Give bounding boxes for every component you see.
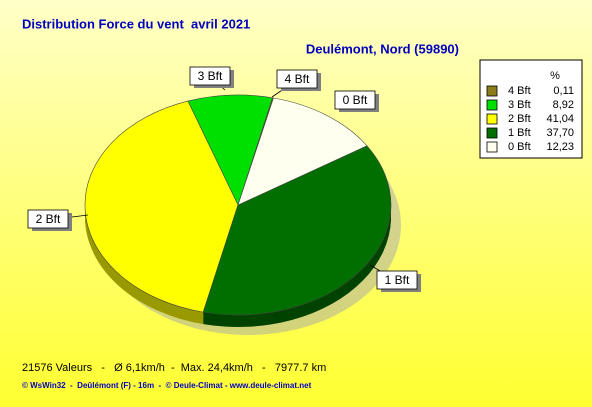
legend-swatch	[486, 85, 498, 97]
legend-value: 0,11	[553, 85, 574, 97]
label-box	[276, 69, 318, 89]
legend-label: 4 Bft	[508, 85, 531, 97]
slice-label: 1 Bft	[385, 273, 410, 287]
slice-label: 4 Bft	[285, 72, 310, 86]
legend-label: 1 Bft	[508, 127, 531, 139]
legend-header: %	[550, 70, 560, 82]
legend-swatch	[486, 113, 498, 125]
legend-label: 2 Bft	[508, 113, 531, 125]
legend-swatch	[486, 127, 498, 139]
legend-value: 37,70	[546, 127, 574, 139]
legend-label: 0 Bft	[508, 141, 531, 153]
legend-swatch	[486, 99, 498, 111]
slice	[202, 145, 392, 316]
legend-label: 3 Bft	[508, 99, 531, 111]
slice	[237, 97, 368, 206]
credit: © WsWin32 - Deûlémont (F) - 16m - © Deul…	[22, 381, 312, 390]
slice-label: 0 Bft	[343, 93, 368, 107]
label-box	[189, 66, 231, 86]
legend-swatch	[486, 141, 498, 153]
label-box	[27, 209, 69, 229]
chart-subtitle: Deulémont, Nord (59890)	[306, 41, 459, 56]
slice	[187, 94, 273, 206]
chart-title: Distribution Force du vent avril 2021	[22, 16, 250, 31]
slice-label: 3 Bft	[198, 69, 223, 83]
legend-value: 12,23	[546, 141, 574, 153]
label-box	[376, 270, 418, 290]
legend-value: 41,04	[546, 113, 574, 125]
slice	[84, 100, 239, 313]
label-box	[334, 90, 376, 110]
footer: 21576 Valeurs - Ø 6,1km/h - Max. 24,4km/…	[22, 362, 326, 374]
slice-label: 2 Bft	[36, 212, 61, 226]
legend-value: 8,92	[553, 99, 574, 111]
